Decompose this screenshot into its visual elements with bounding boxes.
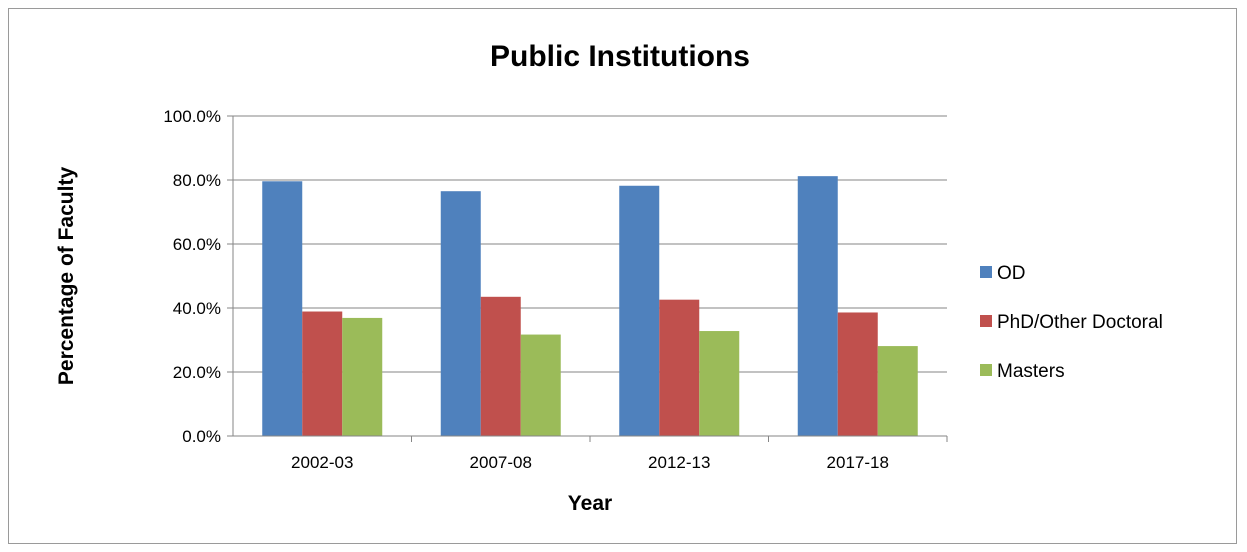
chart-title: Public Institutions	[490, 40, 750, 73]
y-tick-label: 60.0%	[173, 235, 221, 254]
bar	[699, 331, 740, 436]
y-tick-label: 80.0%	[173, 171, 221, 190]
legend: OD PhD/Other Doctoral Masters	[980, 263, 1163, 382]
tick-labels: 0.0% 20.0% 40.0% 60.0% 80.0% 100.0% 2002-03 200…	[163, 107, 889, 472]
y-tick-label: 100.0%	[163, 107, 221, 126]
y-axis-title: Percentage of Faculty	[55, 167, 78, 386]
bar	[342, 317, 383, 436]
legend-label: Masters	[997, 361, 1065, 382]
bar	[480, 296, 521, 436]
legend-label: OD	[997, 263, 1026, 284]
x-tick-label: 2017-18	[827, 453, 889, 472]
legend-label: PhD/Other Doctoral	[997, 312, 1163, 333]
bar	[837, 312, 878, 436]
bar	[302, 311, 343, 436]
bar	[440, 191, 481, 436]
axes	[227, 115, 948, 442]
legend-swatch	[980, 266, 992, 278]
y-tick-label: 0.0%	[182, 427, 221, 446]
bars	[262, 176, 918, 436]
bar	[797, 176, 838, 436]
legend-swatch	[980, 315, 992, 327]
bar	[619, 185, 660, 436]
bar	[520, 334, 561, 436]
bar	[877, 346, 918, 436]
x-axis-title: Year	[568, 492, 612, 515]
y-tick-label: 40.0%	[173, 299, 221, 318]
bar	[659, 299, 700, 436]
x-tick-label: 2007-08	[470, 453, 532, 472]
x-tick-label: 2012-13	[648, 453, 710, 472]
x-tick-label: 2002-03	[291, 453, 353, 472]
y-tick-label: 20.0%	[173, 363, 221, 382]
bar	[262, 181, 303, 436]
legend-swatch	[980, 364, 992, 376]
